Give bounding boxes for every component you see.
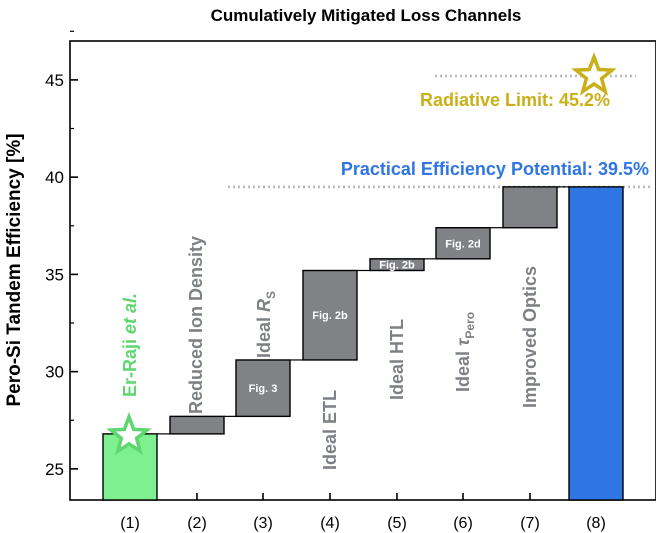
bar-label-5-part: Ideal HTL xyxy=(387,319,407,400)
bar-label-1: Er-Raji et al. xyxy=(120,293,140,397)
box-label: Fig. 2b xyxy=(379,260,415,272)
practical-potential-label: Practical Efficiency Potential: 39.5% xyxy=(341,159,649,179)
bar-8 xyxy=(568,186,624,501)
bar-label-6-part: Pero xyxy=(463,312,477,339)
bar-7 xyxy=(502,186,558,229)
bar-3 xyxy=(235,359,291,418)
y-axis: 25 30 35 40 45 xyxy=(45,30,78,479)
x-tick-label: (4) xyxy=(320,515,340,532)
bar-label-1-part: et al. xyxy=(120,293,140,334)
y-tick-label: 40 xyxy=(45,168,64,187)
bar-label-2: Reduced Ion Density xyxy=(186,236,206,414)
x-tick-label: (3) xyxy=(253,515,273,532)
bar-label-6: Ideal τPero xyxy=(453,312,477,392)
bar-label-1-part: Er-Raji xyxy=(120,334,140,397)
bar-4 xyxy=(302,269,358,361)
chart-title: Cumulatively Mitigated Loss Channels xyxy=(211,6,522,25)
x-tick-label: (1) xyxy=(120,515,140,532)
stars xyxy=(106,52,617,456)
bar-label-4-part: Ideal ETL xyxy=(320,390,340,470)
bars-group xyxy=(102,186,624,501)
bar-label-3-part: S xyxy=(264,291,278,299)
box-labels: Fig. 3 Fig. 2b Fig. 2b Fig. 2d xyxy=(249,238,481,395)
bar-label-5: Ideal HTL xyxy=(387,319,407,400)
reference-lines xyxy=(228,74,652,189)
bar-label-7-part: Improved Optics xyxy=(520,266,540,408)
box-label: Fig. 3 xyxy=(249,383,278,395)
x-tick-label: (6) xyxy=(453,515,473,532)
y-tick-label: 45 xyxy=(45,71,64,90)
bar-label-6-part: τ xyxy=(453,337,473,346)
bar-label-3-part: R xyxy=(254,299,274,312)
y-tick-label: 30 xyxy=(45,363,64,382)
radiative-limit-star xyxy=(571,52,617,96)
connector-lines xyxy=(157,186,569,435)
bar-2 xyxy=(169,415,225,435)
radiative-limit-label: Radiative Limit: 45.2% xyxy=(420,90,610,110)
y-axis-label: Pero-Si Tandem Efficiency [%] xyxy=(4,133,25,406)
x-tick-label: (7) xyxy=(520,515,540,532)
bar-label-6-part: Ideal xyxy=(453,346,473,392)
box-label: Fig. 2d xyxy=(445,238,480,250)
bar-5 xyxy=(369,258,425,272)
bar-label-3: Ideal RS xyxy=(254,291,278,358)
rotated-bar-labels: Er-Raji et al. Reduced Ion Density Ideal R… xyxy=(120,236,540,470)
x-tick-label: (5) xyxy=(387,515,407,532)
x-axis: (1) (2) (3) (4) (5) (6) (7) (8) xyxy=(120,493,606,532)
bar-label-7: Improved Optics xyxy=(520,266,540,408)
bar-6 xyxy=(435,227,491,260)
bar-label-2-part: Reduced Ion Density xyxy=(186,236,206,414)
er-raji-star xyxy=(106,411,152,456)
bar-label-4: Ideal ETL xyxy=(320,390,340,470)
plot-frame xyxy=(69,40,656,501)
x-tick-label: (8) xyxy=(586,515,606,532)
y-tick-label: 35 xyxy=(45,265,64,284)
box-label: Fig. 2b xyxy=(312,310,348,322)
x-tick-label: (2) xyxy=(187,515,207,532)
bar-label-3-part: Ideal xyxy=(254,312,274,358)
y-tick-label: 25 xyxy=(45,460,64,479)
